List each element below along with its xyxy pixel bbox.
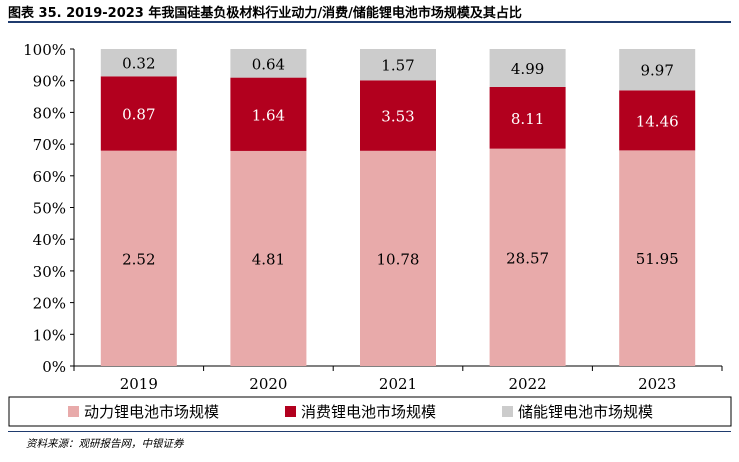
data-label: 10.78 bbox=[377, 250, 420, 268]
chart-legend: 动力锂电池市场规模 消费锂电池市场规模 储能锂电池市场规模 bbox=[8, 396, 732, 427]
bar-segment bbox=[360, 150, 436, 366]
bar-segment bbox=[489, 86, 566, 149]
source-note: 资料来源：观研报告网，中银证券 bbox=[26, 438, 184, 450]
bar-segment bbox=[100, 49, 177, 77]
bar-segment bbox=[619, 150, 696, 366]
bar-segment bbox=[360, 80, 436, 151]
legend-label: 动力锂电池市场规模 bbox=[84, 403, 219, 421]
data-label: 28.57 bbox=[506, 249, 549, 267]
data-label: 14.46 bbox=[636, 112, 679, 130]
legend-swatch bbox=[285, 406, 296, 417]
bar-segment bbox=[489, 49, 566, 87]
data-label: 8.11 bbox=[511, 110, 544, 128]
legend-box bbox=[8, 396, 732, 427]
data-label: 2.52 bbox=[122, 250, 155, 268]
y-tick-label: 100% bbox=[23, 41, 66, 59]
chart-bars: 2.52 0.87 0.32 4.81 1.64 0.64 10.78 3.53 1.57 28.… bbox=[100, 49, 696, 366]
data-label: 0.64 bbox=[252, 55, 285, 73]
x-tick-label: 2023 bbox=[638, 375, 676, 393]
x-tick-label: 2019 bbox=[120, 375, 158, 393]
title-rule bbox=[8, 21, 731, 23]
bar-segment bbox=[230, 150, 307, 366]
y-tick-label: 70% bbox=[33, 136, 66, 154]
data-label: 1.64 bbox=[252, 106, 285, 124]
data-label: 1.57 bbox=[381, 57, 414, 75]
y-tick-label: 40% bbox=[33, 231, 66, 249]
y-tick-label: 30% bbox=[33, 263, 66, 281]
legend-swatch bbox=[68, 406, 79, 417]
y-tick-label: 10% bbox=[33, 326, 66, 344]
legend-label: 消费锂电池市场规模 bbox=[301, 403, 436, 421]
bar-segment bbox=[619, 90, 696, 151]
x-tick-label: 2020 bbox=[249, 375, 287, 393]
footer-rule bbox=[8, 431, 731, 432]
y-tick-label: 80% bbox=[33, 104, 66, 122]
bar-segment bbox=[100, 150, 177, 366]
bar-segment bbox=[100, 76, 177, 151]
bar-segment bbox=[230, 77, 307, 151]
bar-segment bbox=[230, 49, 307, 78]
data-label: 9.97 bbox=[640, 62, 673, 80]
x-tick-label: 2021 bbox=[379, 375, 417, 393]
x-tick-label: 2022 bbox=[509, 375, 547, 393]
y-tick-label: 60% bbox=[33, 168, 66, 186]
data-label: 0.87 bbox=[122, 106, 155, 124]
data-label: 0.32 bbox=[122, 55, 155, 73]
y-tick-label: 50% bbox=[33, 200, 66, 218]
data-label: 3.53 bbox=[381, 108, 414, 126]
legend-label: 储能锂电池市场规模 bbox=[518, 403, 653, 421]
figure-title: 图表 35. 2019-2023 年我国硅基负极材料行业动力/消费/储能锂电池市… bbox=[8, 6, 522, 21]
bar-segment bbox=[360, 49, 436, 81]
data-label: 4.99 bbox=[511, 60, 544, 78]
bar-segment bbox=[619, 49, 696, 91]
data-label: 51.95 bbox=[636, 250, 679, 268]
y-tick-label: 0% bbox=[42, 358, 66, 376]
y-tick-label: 20% bbox=[33, 295, 66, 313]
y-tick-label: 90% bbox=[33, 73, 66, 91]
chart-axes: 0% 10% 20% 30% 40% 50% 60% 70% 80% 90% 100% 2019 202… bbox=[23, 41, 723, 393]
data-label: 4.81 bbox=[252, 250, 285, 268]
legend-swatch bbox=[502, 406, 513, 417]
bar-segment bbox=[489, 148, 566, 366]
